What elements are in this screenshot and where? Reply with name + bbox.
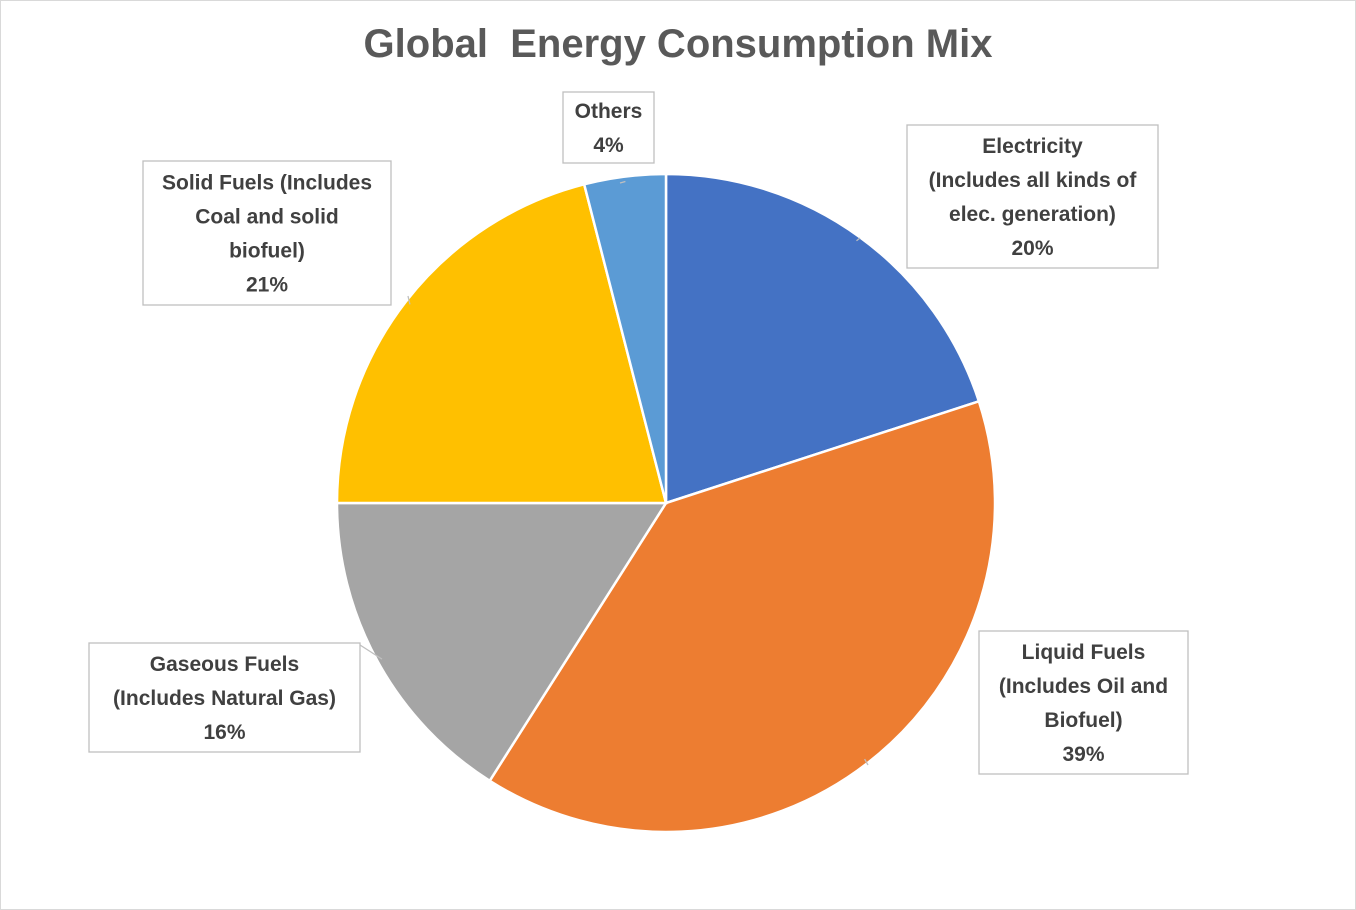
- pie-slice-electricity: [664, 172, 981, 505]
- pie-slice-others: [582, 172, 668, 504]
- data-label-name-liquid-fuels: (Includes Oil and: [999, 675, 1168, 698]
- data-label-value-electricity: 20%: [1011, 237, 1053, 260]
- data-label-name-solid-fuels: Solid Fuels (Includes: [162, 172, 372, 195]
- data-label-value-solid-fuels: 21%: [246, 274, 288, 297]
- data-label-name-electricity: elec. generation): [949, 203, 1116, 226]
- leader-line-electricity: [856, 237, 861, 242]
- data-label-value-others: 4%: [593, 134, 624, 157]
- data-label-value-gaseous-fuels: 16%: [203, 721, 245, 744]
- data-label-name-liquid-fuels: Liquid Fuels: [1022, 641, 1146, 664]
- data-label-name-electricity: Electricity: [982, 135, 1083, 158]
- callout-box-others: [562, 91, 655, 164]
- data-label-name-solid-fuels: biofuel): [229, 240, 305, 263]
- callout-box-electricity: [906, 124, 1159, 269]
- callout-box-liquid-fuels: [978, 630, 1189, 775]
- data-label-value-liquid-fuels: 39%: [1062, 743, 1104, 766]
- data-label-name-solid-fuels: Coal and solid: [195, 206, 339, 229]
- data-label-name-gaseous-fuels: (Includes Natural Gas): [113, 687, 336, 710]
- data-label-name-electricity: (Includes all kinds of: [929, 169, 1138, 192]
- chart-title: Global Energy Consumption Mix: [363, 22, 993, 66]
- leader-line-others: [619, 180, 626, 184]
- leader-line-solid-fuels: [407, 295, 411, 305]
- data-label-name-gaseous-fuels: Gaseous Fuels: [150, 653, 299, 676]
- callout-box-gaseous-fuels: [88, 642, 361, 753]
- data-label-name-others: Others: [575, 100, 643, 123]
- pie-slice-liquid-fuels: [487, 399, 997, 834]
- leader-line-liquid-fuels: [864, 758, 869, 766]
- pie-slice-gaseous-fuels: [335, 501, 669, 783]
- data-label-name-liquid-fuels: Biofuel): [1044, 709, 1122, 732]
- pie-slice-solid-fuels: [335, 182, 668, 505]
- leader-line-gaseous-fuels: [359, 644, 383, 660]
- callout-box-solid-fuels: [142, 160, 392, 306]
